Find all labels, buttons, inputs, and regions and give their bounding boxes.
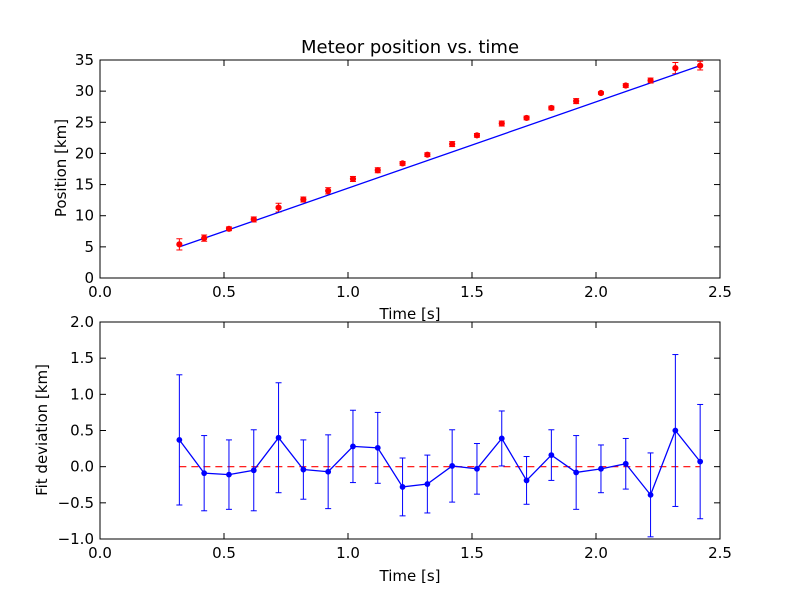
position-y-tick-label: 10 (75, 207, 94, 225)
deviation-data-point (449, 463, 456, 469)
deviation-data-point (275, 434, 282, 441)
position-x-tick-label: 0.5 (212, 283, 236, 301)
position-axis-ticks: 0.0 0.5 1.0 1.5 2.0 2.5 0 5 10 15 20 25 30 35 (75, 51, 732, 301)
position-y-tick-label: 5 (84, 238, 94, 256)
position-data-point (449, 140, 456, 148)
position-data-point (697, 62, 704, 69)
position-data-point (548, 104, 555, 112)
position-x-axis-label: Time [s] (379, 305, 441, 323)
position-plot-data (176, 60, 704, 251)
position-y-tick-label: 25 (75, 113, 94, 131)
position-data-point (349, 175, 357, 183)
deviation-y-axis-label: Fit deviation [km] (33, 364, 51, 496)
deviation-data-point (647, 491, 654, 498)
position-data-point (176, 241, 183, 248)
deviation-data-point (474, 465, 480, 472)
deviation-x-tick-label: 0.0 (88, 544, 112, 562)
deviation-x-tick-label: 0.5 (212, 544, 236, 562)
deviation-x-axis-label: Time [s] (379, 567, 441, 585)
position-y-tick-label: 0 (84, 269, 94, 287)
deviation-data-point (672, 427, 679, 434)
deviation-y-tick-label: 0.5 (70, 422, 94, 440)
position-x-tick-label: 1.5 (460, 283, 484, 301)
position-data-point (275, 204, 282, 211)
position-data-point (424, 151, 431, 158)
deviation-data-point (548, 452, 555, 458)
deviation-x-tick-label: 1.0 (336, 544, 360, 562)
deviation-data-point (201, 470, 208, 477)
position-data-point (225, 225, 233, 232)
position-data-point (573, 98, 580, 105)
deviation-data-point (523, 477, 530, 484)
deviation-axis-ticks: 0.0 0.5 1.0 1.5 2.0 2.5 −1.0 −0.5 0.0 0.5 1.0 1.5 2.… (58, 313, 732, 562)
deviation-y-tick-label: −1.0 (58, 530, 94, 548)
position-plot-frame (99, 59, 721, 279)
deviation-line (178, 429, 701, 497)
position-data-point (597, 89, 605, 97)
position-data-point (300, 196, 307, 203)
deviation-data-point (622, 460, 629, 467)
deviation-data-point (424, 481, 431, 487)
deviation-data-point (226, 471, 232, 478)
position-data-point (647, 77, 654, 84)
position-x-tick-label: 1.0 (336, 283, 360, 301)
position-data-point (622, 82, 629, 89)
position-x-tick-label: 2.5 (708, 283, 732, 301)
position-data-point (399, 160, 406, 167)
deviation-x-tick-label: 2.0 (584, 544, 608, 562)
position-x-tick-label: 2.0 (584, 283, 608, 301)
chart-title: Meteor position vs. time (301, 37, 519, 58)
position-data-point (473, 132, 481, 139)
deviation-data-point (399, 484, 406, 490)
deviation-x-tick-label: 1.5 (460, 544, 484, 562)
position-y-tick-label: 30 (75, 82, 94, 100)
position-data-point (201, 235, 208, 242)
position-data-point (498, 120, 505, 127)
position-data-point (250, 216, 257, 223)
deviation-data-point (697, 458, 704, 465)
position-x-tick-label: 0.0 (88, 283, 112, 301)
deviation-data-point (598, 465, 604, 472)
position-data-point (374, 167, 381, 174)
position-y-tick-label: 20 (75, 144, 94, 162)
deviation-data-point (498, 435, 505, 442)
position-data-point (523, 114, 530, 122)
deviation-y-tick-label: 2.0 (70, 313, 94, 331)
deviation-data-point (176, 437, 183, 443)
deviation-x-tick-label: 2.5 (708, 544, 732, 562)
position-data-point (325, 187, 332, 194)
position-y-tick-label: 15 (75, 176, 94, 194)
deviation-data-point (374, 444, 381, 451)
deviation-y-tick-label: 1.0 (70, 385, 94, 403)
deviation-y-tick-label: 0.0 (70, 458, 94, 476)
deviation-y-tick-label: 1.5 (70, 349, 94, 367)
fit-line (179, 64, 701, 248)
deviation-chart: 0.0 0.5 1.0 1.5 2.0 2.5 −1.0 −0.5 0.0 0.5 1.0 1.5 2.… (33, 313, 732, 585)
deviation-plot-data (176, 354, 704, 538)
position-chart: Meteor position vs. time 0.0 0.5 1.0 1.5 2.0… (52, 37, 732, 323)
deviation-data-point (350, 443, 356, 450)
deviation-data-point (573, 469, 580, 476)
deviation-data-point (300, 466, 307, 473)
deviation-y-tick-label: −0.5 (58, 494, 94, 512)
position-data-point (672, 64, 679, 72)
position-y-axis-label: Position [km] (52, 119, 70, 217)
position-y-tick-label: 35 (75, 51, 94, 69)
deviation-data-point (250, 467, 257, 474)
deviation-data-point (325, 468, 332, 475)
